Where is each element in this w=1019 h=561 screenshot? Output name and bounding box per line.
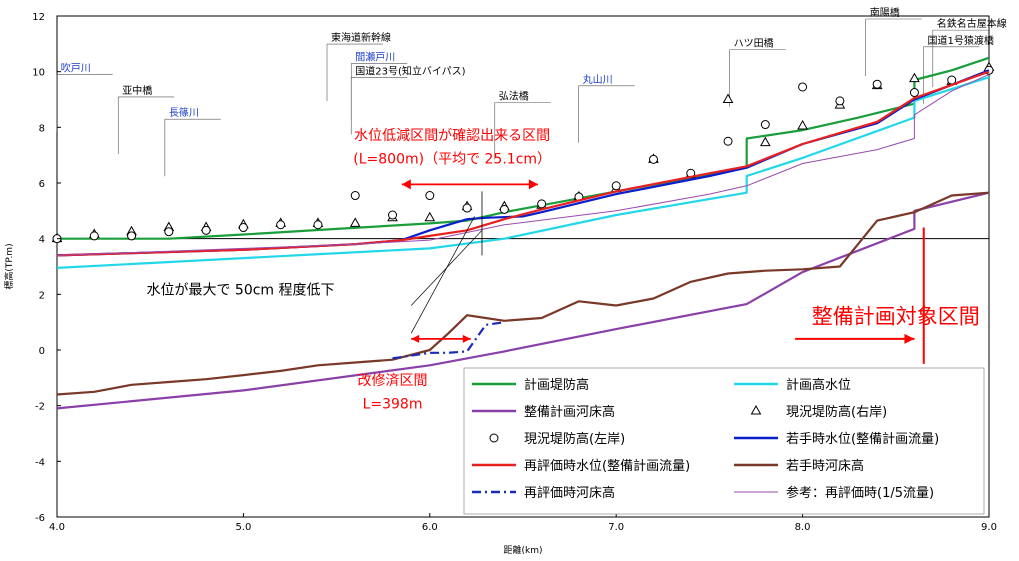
y-axis-label: 標高(TP.m): [3, 243, 15, 289]
series-line: [57, 56, 990, 240]
y-tick-label: 8: [39, 123, 45, 134]
y-tick-label: 4: [39, 235, 45, 246]
arrow-head-left: [411, 334, 420, 343]
legend-marker-triangle: [750, 404, 762, 415]
arrow-head-left: [401, 179, 411, 190]
left-bank-levee-point: [127, 231, 137, 241]
legend-marker-circle: [489, 433, 499, 443]
place-label: 国道1号猿渡橋: [927, 34, 993, 47]
y-tick-label: 10: [32, 68, 45, 79]
legend-label: 計画高水位: [786, 377, 851, 393]
place-label: 南陽橋: [870, 6, 900, 19]
x-tick-label: 6.0: [422, 522, 438, 533]
left-bank-levee-point: [201, 225, 211, 235]
annotation-max-drop: 水位が最大で 50cm 程度低下: [146, 282, 334, 298]
x-tick-label: 5.0: [235, 522, 251, 533]
series-line: [56, 191, 990, 410]
x-tick-label: 7.0: [608, 522, 624, 533]
y-tick-label: 2: [39, 290, 45, 301]
legend-label: 若手時水位(整備計画流量): [786, 431, 939, 447]
series-line: [56, 70, 990, 257]
series-line: [56, 73, 990, 256]
annotations: 水位低減区間が確認出来る区間 (L=800m)（平均で 25.1cm） 水位が最大で…: [146, 127, 979, 413]
legend-label: 若手時河床高: [786, 458, 864, 474]
right-bank-levee-point: [759, 136, 771, 147]
y-tick-label: 0: [39, 346, 45, 357]
left-bank-levee-point: [798, 82, 808, 92]
plot-frame: [56, 15, 990, 518]
x-tick-label: 8.0: [795, 522, 811, 533]
place-label: 国道23号(知立バイパス): [355, 64, 465, 77]
arrow-head-right: [462, 334, 471, 343]
legend-label: 整備計画河床高: [524, 404, 615, 420]
y-tick-label: -4: [35, 457, 45, 468]
left-bank-levee-point: [276, 220, 286, 230]
annotation-section-detail: (L=800m)（平均で 25.1cm）: [353, 152, 551, 168]
place-label: 間瀬戸川: [355, 52, 395, 64]
x-tick-label: 9.0: [981, 522, 997, 533]
right-bank-levee-point: [349, 217, 361, 227]
left-bank-levee-point: [350, 191, 360, 201]
legend-label: 再評価時河床高: [524, 485, 615, 501]
left-bank-levee-point: [462, 203, 472, 213]
left-bank-levee-point: [835, 96, 845, 106]
y-tick-label: 12: [32, 12, 45, 23]
annotation-plan-target: 整備計画対象区間: [812, 305, 980, 329]
left-bank-levee-point: [313, 220, 323, 230]
left-bank-levee-point: [909, 88, 919, 98]
left-bank-levee-point: [611, 181, 621, 191]
legend-box: [463, 367, 985, 515]
place-label: ハツ田橋: [734, 37, 774, 50]
right-bank-levee-point: [722, 93, 734, 103]
legend-label: 再評価時水位(整備計画流量): [524, 458, 690, 474]
arrow-head-right: [528, 179, 538, 190]
annotation-improved: 改修済区間: [358, 373, 428, 389]
left-bank-levee-point: [648, 154, 658, 164]
series-line: [56, 191, 990, 396]
y-tick-label: 6: [39, 179, 45, 190]
data-series: [51, 56, 995, 410]
y-tick-label: -6: [35, 513, 45, 524]
axes: 4.0 5.0 6.0 7.0 8.0 9.0 -6 -4 -2 0 2 4 6 8 10 12 距離(km) 標…: [3, 12, 997, 556]
legend-label: 計画堤防高: [524, 377, 589, 393]
series-line: [392, 321, 505, 360]
left-bank-levee-point: [388, 210, 398, 220]
left-bank-levee-point: [238, 223, 248, 233]
plan-target-arrow-head: [904, 333, 915, 344]
annotation-leader: [410, 230, 483, 306]
left-bank-levee-point: [164, 227, 174, 237]
x-tick-label: 4.0: [49, 522, 65, 533]
place-label: 弘法橋: [499, 90, 529, 103]
legend-label: 現況堤防高(右岸): [786, 404, 887, 420]
place-label: 名鉄名古屋本線: [937, 17, 1007, 30]
annotation-section-title: 水位低減区間が確認出来る区間: [354, 127, 550, 144]
left-bank-levee-point: [723, 136, 733, 146]
place-label: 東海道新幹線: [331, 31, 391, 44]
legend-label: 参考：再評価時(1/5流量): [786, 485, 934, 501]
place-label: 長篠川: [169, 106, 199, 119]
left-bank-levee-point: [760, 120, 770, 130]
y-tick-label: -2: [35, 402, 45, 413]
left-bank-levee-point: [89, 231, 99, 241]
place-label: 丸山川: [583, 73, 613, 86]
x-axis-label: 距離(km): [503, 544, 542, 556]
left-bank-levee-point: [537, 199, 547, 209]
annotation-improved-length: L=398m: [363, 396, 423, 412]
right-bank-levee-point: [424, 211, 436, 222]
annotation-leader: [410, 216, 475, 334]
left-bank-levee-point: [872, 79, 882, 89]
left-bank-levee-point: [425, 191, 435, 201]
left-bank-levee-point: [499, 204, 509, 214]
place-label: 亚中橋: [122, 84, 152, 97]
legend-label: 現況堤防高(左岸): [524, 431, 625, 447]
right-bank-levee-point: [797, 119, 808, 130]
place-label: 吹戸川: [61, 62, 91, 75]
right-bank-levee-point: [909, 72, 920, 83]
series-line: [56, 76, 990, 269]
